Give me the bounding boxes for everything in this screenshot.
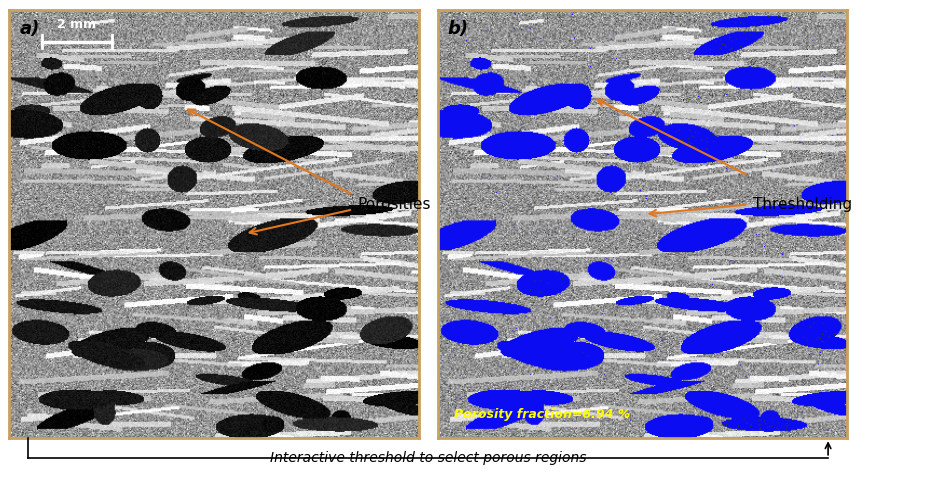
FancyArrowPatch shape bbox=[188, 110, 350, 193]
Text: Porosities: Porosities bbox=[358, 197, 431, 212]
Text: 2 mm: 2 mm bbox=[57, 18, 97, 31]
Text: Thresholding: Thresholding bbox=[753, 197, 852, 212]
FancyArrowPatch shape bbox=[598, 100, 745, 174]
Text: a): a) bbox=[20, 20, 40, 38]
FancyArrowPatch shape bbox=[649, 205, 745, 217]
Text: Porosity fraction=6.94 %: Porosity fraction=6.94 % bbox=[454, 408, 630, 421]
FancyArrowPatch shape bbox=[249, 210, 350, 234]
Text: b): b) bbox=[448, 20, 469, 38]
Text: Interactive threshold to select porous regions: Interactive threshold to select porous r… bbox=[270, 451, 586, 465]
FancyArrowPatch shape bbox=[825, 443, 831, 455]
